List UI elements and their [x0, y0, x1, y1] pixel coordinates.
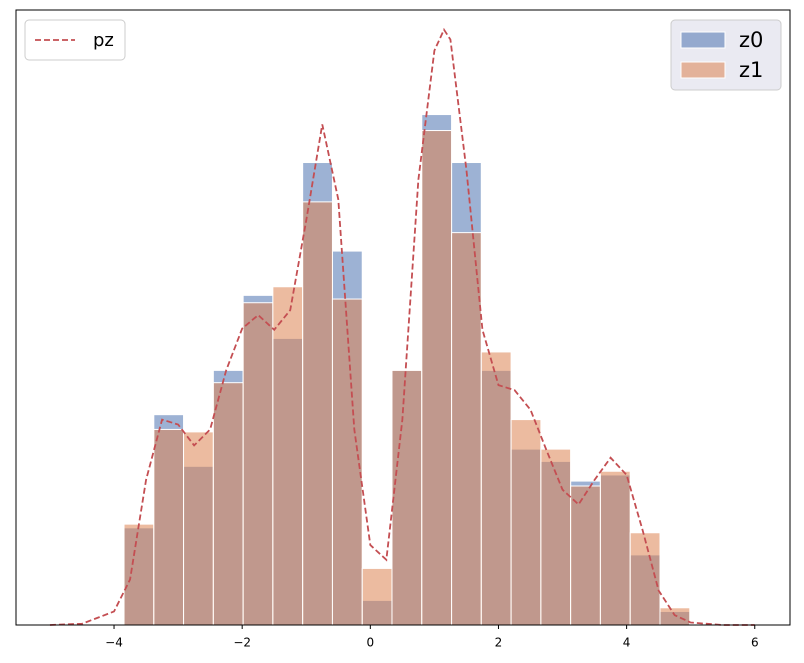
- density-line: [49, 27, 755, 626]
- bar: [659, 607, 691, 626]
- bar: [540, 448, 572, 626]
- bar: [361, 567, 393, 626]
- x-tick-label: −2: [233, 636, 251, 650]
- bar: [629, 532, 661, 626]
- x-tick-label: 4: [623, 636, 631, 650]
- legend-label: z0: [739, 28, 763, 52]
- bar: [570, 485, 601, 626]
- bar: [599, 470, 631, 626]
- bar: [183, 431, 214, 626]
- legend-swatch: [680, 61, 726, 79]
- bar: [421, 130, 453, 626]
- bar: [123, 523, 155, 626]
- x-tick-label: 6: [751, 636, 759, 650]
- bar: [242, 302, 274, 626]
- bar: [272, 286, 304, 626]
- x-tick-label: 2: [495, 636, 503, 650]
- bar: [302, 201, 333, 626]
- bar: [212, 382, 244, 626]
- legend-box: [670, 19, 782, 91]
- legend-label: pz: [93, 30, 114, 51]
- legend: pz: [24, 19, 126, 61]
- bar: [480, 351, 512, 626]
- plot-frame: [15, 9, 791, 626]
- x-tick-label: −4: [105, 636, 123, 650]
- bar: [451, 232, 482, 626]
- legend-swatch: [680, 31, 726, 49]
- x-tick-label: 0: [367, 636, 375, 650]
- bar: [331, 298, 363, 626]
- bar: [510, 419, 542, 626]
- bar: [153, 428, 185, 626]
- bar: [391, 369, 423, 626]
- legend-label: z1: [739, 58, 763, 82]
